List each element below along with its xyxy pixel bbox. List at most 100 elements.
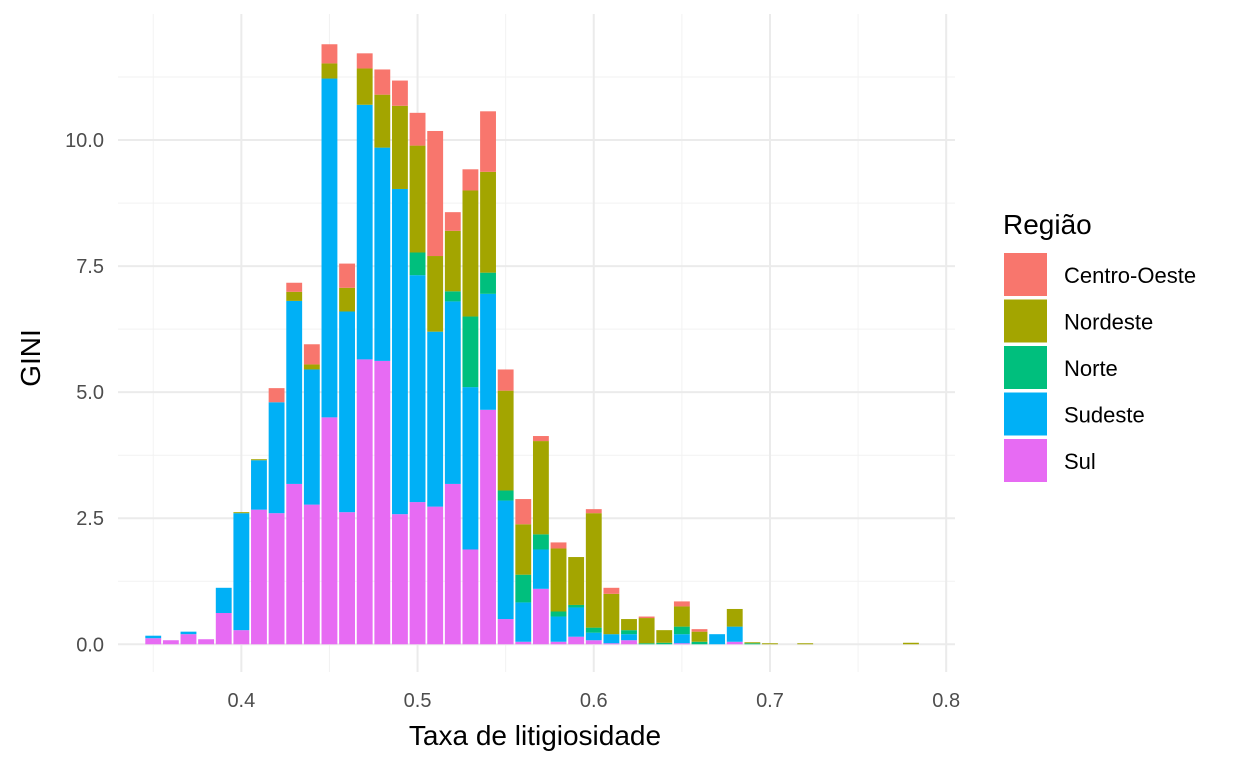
bar-centro-oeste-0-52 [444, 212, 461, 231]
bar-sudeste-0-50 [409, 275, 426, 503]
bar-sul-0-48 [374, 360, 391, 645]
bar-centro-oeste-0-65 [673, 601, 690, 607]
bar-sul-0-42 [268, 513, 285, 645]
bar-sudeste-0-49 [392, 188, 408, 515]
bar-sudeste-0-42 [268, 402, 285, 514]
bar-sul-0-55 [497, 619, 514, 645]
bar-nordeste-0-66 [691, 631, 708, 642]
bar-nordeste-0-41 [251, 459, 267, 461]
bar-nordeste-0-64 [656, 630, 673, 643]
bar-centro-oeste-0-49 [392, 80, 408, 106]
bar-nordeste-0-49 [392, 105, 408, 189]
bar-sul-0-52 [444, 483, 461, 645]
bar-norte-0-53 [462, 316, 479, 388]
y-tick-label: 2.5 [76, 508, 104, 530]
bar-sudeste-0-61 [603, 634, 620, 644]
bar-nordeste-0-43 [286, 291, 303, 301]
bar-sudeste-0-39 [215, 587, 232, 614]
bar-nordeste-0-63 [638, 618, 655, 644]
x-tick-label: 0.4 [227, 690, 255, 712]
bar-nordeste-0-50 [409, 145, 426, 253]
bar-sudeste-0-57 [532, 549, 549, 589]
legend-swatch-sul [1004, 439, 1047, 482]
bar-sul-0-56 [515, 641, 532, 645]
bar-sudeste-0-68 [726, 626, 743, 642]
bar-centro-oeste-0-43 [286, 282, 303, 292]
bar-norte-0-58 [550, 611, 567, 617]
y-tick-label: 0.0 [76, 634, 104, 656]
bar-sul-0-65 [673, 643, 690, 645]
bar-centro-oeste-0-53 [462, 169, 479, 191]
bar-sul-0-49 [392, 514, 408, 645]
bar-sudeste-0-58 [550, 616, 567, 642]
y-tick-labels: 0.0 2.5 5.0 7.5 10.0 [65, 130, 104, 656]
bar-nordeste-0-56 [515, 524, 532, 575]
x-tick-label: 0.8 [932, 690, 960, 712]
bar-norte-0-59 [568, 604, 585, 608]
bar-sul-0-41 [251, 509, 267, 645]
bar-nordeste-0-45 [321, 63, 338, 79]
legend-label: Nordeste [1064, 310, 1153, 335]
bar-sul-0-50 [409, 502, 426, 645]
bar-sudeste-0-62 [621, 634, 637, 641]
bar-nordeste-0-72 [797, 643, 814, 645]
bar-nordeste-0-61 [603, 593, 620, 635]
bar-sul-0-51 [427, 506, 444, 645]
bar-nordeste-0-51 [427, 256, 444, 332]
legend-title: Região [1003, 209, 1092, 240]
legend-swatch-norte [1004, 346, 1047, 389]
y-tick-label: 10.0 [65, 130, 104, 152]
bar-nordeste-0-46 [339, 287, 355, 312]
bar-nordeste-0-65 [673, 606, 690, 627]
bar-sul-0-61 [603, 643, 620, 645]
bar-sul-0-58 [550, 641, 567, 645]
bar-centro-oeste-0-48 [374, 69, 391, 95]
bar-sul-0-38 [198, 639, 215, 645]
bar-sul-0-39 [215, 613, 232, 645]
bar-nordeste-0-47 [356, 68, 373, 105]
x-tick-label: 0.5 [404, 690, 432, 712]
bar-sudeste-0-43 [286, 300, 303, 484]
bar-sudeste-0-56 [515, 602, 532, 642]
bar-sudeste-0-60 [585, 632, 602, 641]
bar-sudeste-0-40 [233, 513, 250, 631]
bar-norte-0-66 [691, 641, 708, 645]
legend-swatch-centro-oeste [1004, 253, 1047, 296]
bar-sudeste-0-65 [673, 634, 690, 644]
bar-sudeste-0-54 [480, 293, 496, 410]
bar-sudeste-0-44 [303, 369, 320, 505]
bar-centro-oeste-0-50 [409, 112, 426, 146]
bar-sudeste-0-55 [497, 500, 514, 620]
bar-sul-0-47 [356, 359, 373, 645]
x-tick-label: 0.6 [580, 690, 608, 712]
bar-centro-oeste-0-55 [497, 369, 514, 391]
bar-norte-0-62 [621, 630, 637, 635]
bar-sul-0-35 [145, 638, 162, 645]
bar-sudeste-0-51 [427, 331, 444, 507]
legend-swatch-sudeste [1004, 392, 1047, 436]
bar-norte-0-69 [744, 643, 761, 645]
legend-label: Sudeste [1064, 403, 1145, 428]
bar-sul-0-57 [532, 588, 549, 645]
bar-nordeste-0-44 [303, 364, 320, 370]
bar-nordeste-0-57 [532, 441, 549, 535]
bar-sudeste-0-45 [321, 78, 338, 418]
bar-nordeste-0-52 [444, 230, 461, 292]
bar-sudeste-0-41 [251, 460, 267, 510]
x-tick-labels: 0.4 0.5 0.6 0.7 0.8 [227, 690, 960, 712]
bar-nordeste-0-59 [568, 557, 585, 605]
bar-norte-0-55 [497, 490, 514, 501]
bar-nordeste-0-62 [621, 619, 637, 631]
bar-norte-0-60 [585, 627, 602, 633]
legend-label: Sul [1064, 449, 1096, 474]
bar-nordeste-0-54 [480, 171, 496, 273]
legend: Região Centro-Oeste Nordeste Norte Sudeste S… [1003, 209, 1196, 482]
bar-norte-0-65 [673, 626, 690, 635]
bar-centro-oeste-0-47 [356, 53, 373, 69]
bar-sul-0-53 [462, 549, 479, 645]
bar-nordeste-0-78 [903, 642, 919, 645]
bar-centro-oeste-0-60 [585, 509, 602, 514]
bar-centro-oeste-0-42 [268, 388, 285, 403]
bar-nordeste-0-55 [497, 390, 514, 491]
